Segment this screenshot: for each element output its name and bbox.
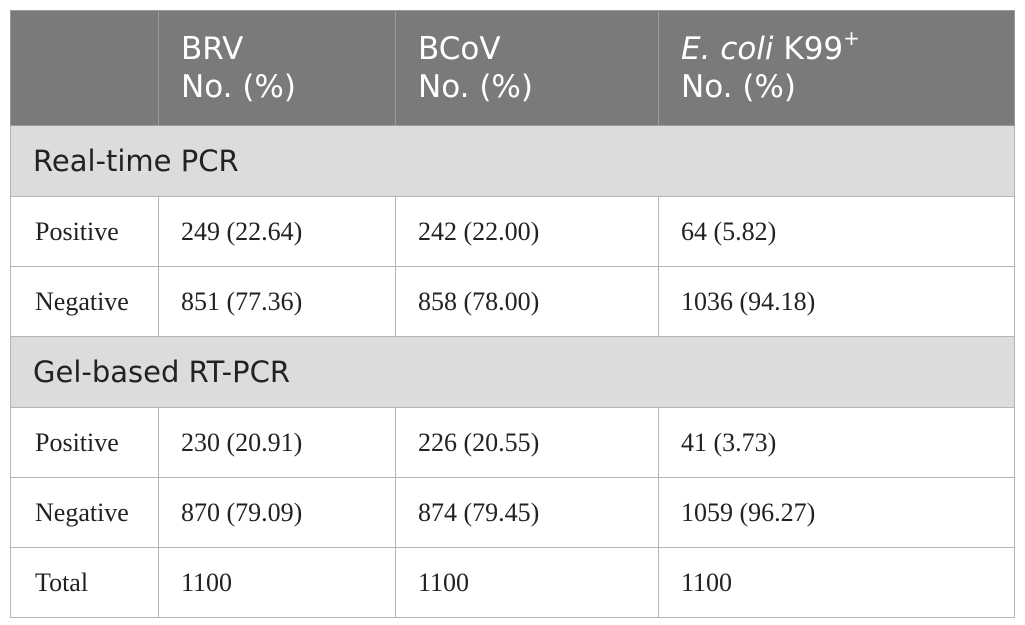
- row-label: Negative: [10, 477, 159, 548]
- cell-ecoli: 1059 (96.27): [658, 477, 1015, 548]
- header-ecoli-unit: No. (%): [681, 69, 796, 105]
- header-brv-unit: No. (%): [181, 69, 296, 105]
- table-row: Total 1100 1100 1100: [10, 547, 1015, 618]
- cell-bcov: 858 (78.00): [395, 266, 659, 337]
- cell-ecoli: 41 (3.73): [658, 407, 1015, 478]
- table-row: Negative 870 (79.09) 874 (79.45) 1059 (9…: [10, 477, 1015, 548]
- table-row: Negative 851 (77.36) 858 (78.00) 1036 (9…: [10, 266, 1015, 337]
- cell-bcov: 1100: [395, 547, 659, 618]
- header-bcov: BCoV No. (%): [395, 10, 659, 126]
- header-brv-title: BRV: [181, 31, 244, 67]
- table-row: Positive 249 (22.64) 242 (22.00) 64 (5.8…: [10, 196, 1015, 267]
- table-row: Positive 230 (20.91) 226 (20.55) 41 (3.7…: [10, 407, 1015, 478]
- table-header: BRV No. (%) BCoV No. (%) E. coli K99+ No…: [10, 10, 1015, 126]
- header-brv: BRV No. (%): [158, 10, 396, 126]
- cell-brv: 230 (20.91): [158, 407, 396, 478]
- cell-brv: 870 (79.09): [158, 477, 396, 548]
- row-label: Negative: [10, 266, 159, 337]
- cell-bcov: 874 (79.45): [395, 477, 659, 548]
- cell-ecoli: 1036 (94.18): [658, 266, 1015, 337]
- cell-ecoli: 1100: [658, 547, 1015, 618]
- header-bcov-unit: No. (%): [418, 69, 533, 105]
- header-ecoli-strain: K99: [773, 31, 844, 67]
- cell-bcov: 226 (20.55): [395, 407, 659, 478]
- table-body: Real-time PCR Positive 249 (22.64) 242 (…: [10, 125, 1015, 618]
- header-bcov-title: BCoV: [418, 31, 501, 67]
- header-ecoli: E. coli K99+ No. (%): [658, 10, 1015, 126]
- header-ecoli-species: E. coli: [681, 31, 774, 67]
- cell-brv: 249 (22.64): [158, 196, 396, 267]
- cell-brv: 1100: [158, 547, 396, 618]
- cell-brv: 851 (77.36): [158, 266, 396, 337]
- row-label: Positive: [10, 407, 159, 478]
- row-label: Positive: [10, 196, 159, 267]
- section-row: Real-time PCR: [10, 125, 1015, 197]
- section-title: Real-time PCR: [10, 125, 1015, 197]
- section-row: Gel-based RT-PCR: [10, 336, 1015, 408]
- results-table: BRV No. (%) BCoV No. (%) E. coli K99+ No…: [10, 10, 1015, 618]
- row-label: Total: [10, 547, 159, 618]
- header-empty-cell: [10, 10, 159, 126]
- section-title: Gel-based RT-PCR: [10, 336, 1015, 408]
- header-ecoli-title: E. coli K99+: [681, 28, 1014, 68]
- cell-ecoli: 64 (5.82): [658, 196, 1015, 267]
- cell-bcov: 242 (22.00): [395, 196, 659, 267]
- header-ecoli-sup: +: [843, 26, 860, 50]
